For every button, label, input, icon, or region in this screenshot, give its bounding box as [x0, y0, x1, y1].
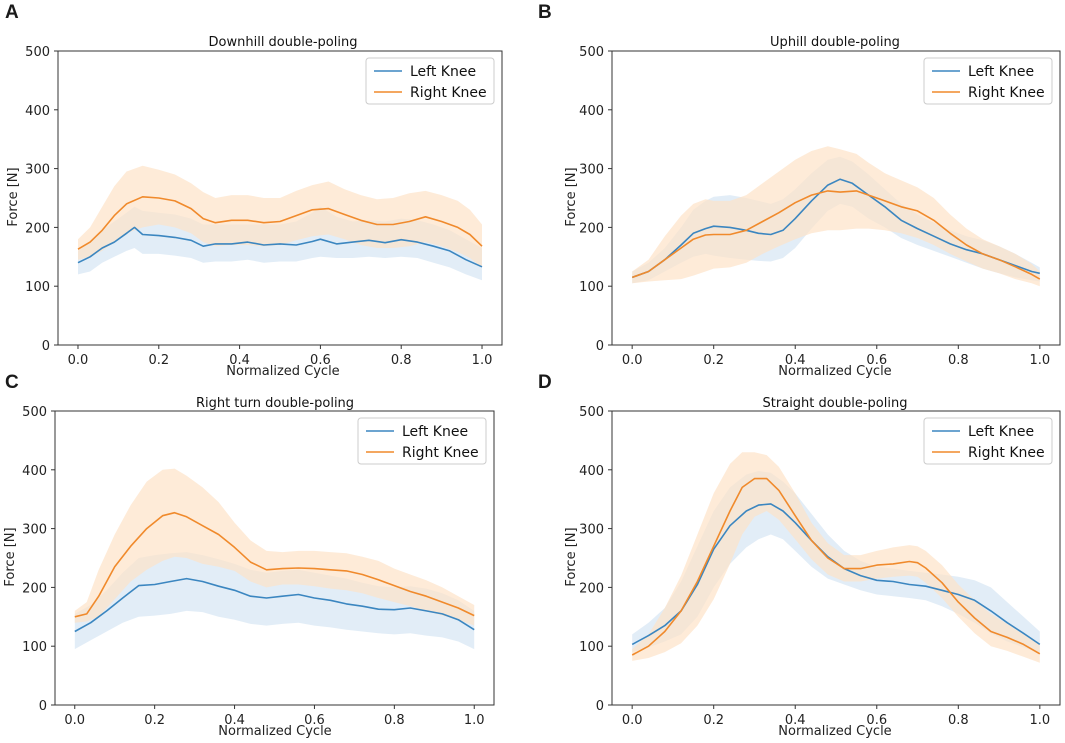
panel-title: Uphill double-poling	[770, 35, 900, 50]
x-tick-label: 1.0	[472, 353, 493, 368]
y-tick-label: 200	[22, 581, 47, 596]
x-tick-label: 0.8	[391, 353, 412, 368]
y-tick-label: 500	[579, 45, 604, 60]
legend-label: Left Knee	[410, 64, 476, 80]
y-tick-label: 500	[579, 405, 604, 420]
panel-letter: B	[538, 2, 552, 23]
y-tick-label: 200	[579, 221, 604, 236]
y-tick-label: 300	[22, 523, 47, 538]
x-tick-label: 1.0	[1029, 713, 1050, 728]
panel-letter: D	[538, 372, 552, 393]
y-tick-label: 400	[579, 104, 604, 119]
legend-label: Left Knee	[968, 424, 1034, 440]
panel-title: Right turn double-poling	[196, 396, 354, 411]
x-tick-label: 0.8	[948, 353, 969, 368]
y-tick-label: 0	[42, 339, 50, 354]
y-tick-label: 400	[579, 464, 604, 479]
y-tick-label: 500	[25, 45, 50, 60]
panel-letter: C	[5, 372, 19, 393]
y-tick-label: 500	[22, 405, 47, 420]
x-tick-label: 0.6	[866, 353, 887, 368]
x-axis-label: Normalized Cycle	[218, 724, 331, 739]
x-tick-label: 0.6	[304, 713, 325, 728]
y-tick-label: 200	[25, 221, 50, 236]
x-tick-label: 1.0	[1029, 353, 1050, 368]
x-tick-label: 1.0	[464, 713, 485, 728]
x-tick-label: 0.8	[948, 713, 969, 728]
y-tick-label: 300	[579, 523, 604, 538]
legend-label: Left Knee	[402, 424, 468, 440]
y-axis-label: Force [N]	[564, 527, 579, 586]
panel-a: A Downhill double-poling Normalized Cycl…	[5, 2, 503, 379]
x-tick-label: 0.0	[622, 713, 643, 728]
left-knee-line	[77, 226, 483, 268]
legend-label: Left Knee	[968, 64, 1034, 80]
y-tick-label: 300	[25, 163, 50, 178]
panel-title: Downhill double-poling	[209, 35, 358, 50]
panel-title: Straight double-poling	[763, 396, 908, 411]
y-tick-label: 100	[25, 280, 50, 295]
y-axis-label: Force [N]	[3, 527, 18, 586]
axes-frame	[611, 50, 1061, 346]
x-tick-label: 0.0	[68, 353, 89, 368]
x-tick-label: 0.6	[310, 353, 331, 368]
legend-label: Right Knee	[968, 445, 1045, 461]
y-tick-label: 0	[596, 339, 604, 354]
left-knee-band	[74, 552, 475, 650]
x-tick-label: 0.4	[224, 713, 245, 728]
right-knee-band	[632, 452, 1040, 663]
y-tick-label: 100	[22, 640, 47, 655]
x-tick-label: 0.2	[148, 353, 169, 368]
x-tick-label: 0.0	[64, 713, 85, 728]
x-tick-label: 0.4	[785, 713, 806, 728]
right-knee-band	[74, 468, 475, 626]
x-tick-label: 0.0	[622, 353, 643, 368]
legend-label: Right Knee	[968, 85, 1045, 101]
y-tick-label: 100	[579, 280, 604, 295]
right-knee-line	[74, 511, 475, 618]
x-tick-label: 0.8	[384, 713, 405, 728]
y-tick-label: 0	[596, 699, 604, 714]
panel-d: D Straight double-poling Normalized Cycl…	[538, 372, 1061, 739]
x-tick-label: 0.4	[229, 353, 250, 368]
axes-frame	[57, 50, 503, 346]
y-tick-label: 400	[22, 464, 47, 479]
panel-letter: A	[5, 2, 19, 23]
y-tick-label: 100	[579, 640, 604, 655]
axes-frame	[611, 410, 1061, 706]
y-tick-label: 400	[25, 104, 50, 119]
y-axis-label: Force [N]	[6, 167, 21, 226]
x-tick-label: 0.6	[866, 713, 887, 728]
y-tick-label: 200	[579, 581, 604, 596]
right-knee-band	[632, 146, 1040, 287]
x-axis-label: Normalized Cycle	[226, 364, 339, 379]
left-knee-line	[631, 503, 1041, 646]
right-knee-line	[631, 190, 1041, 280]
left-knee-line	[631, 178, 1040, 279]
panel-c: C Right turn double-poling Normalized Cy…	[3, 372, 495, 739]
x-axis-label: Normalized Cycle	[778, 364, 891, 379]
x-tick-label: 0.2	[144, 713, 165, 728]
x-tick-label: 0.2	[703, 353, 724, 368]
y-tick-label: 300	[579, 163, 604, 178]
right-knee-line	[631, 477, 1041, 656]
x-tick-label: 0.2	[703, 713, 724, 728]
axes-frame	[54, 410, 495, 706]
x-tick-label: 0.4	[785, 353, 806, 368]
x-axis-label: Normalized Cycle	[778, 724, 891, 739]
y-tick-label: 0	[39, 699, 47, 714]
y-axis-label: Force [N]	[564, 167, 579, 226]
right-knee-line	[77, 196, 483, 250]
legend-label: Right Knee	[402, 445, 479, 461]
left-knee-line	[74, 577, 475, 633]
panel-b: B Uphill double-poling Normalized Cycle …	[538, 2, 1061, 379]
legend-label: Right Knee	[410, 85, 487, 101]
